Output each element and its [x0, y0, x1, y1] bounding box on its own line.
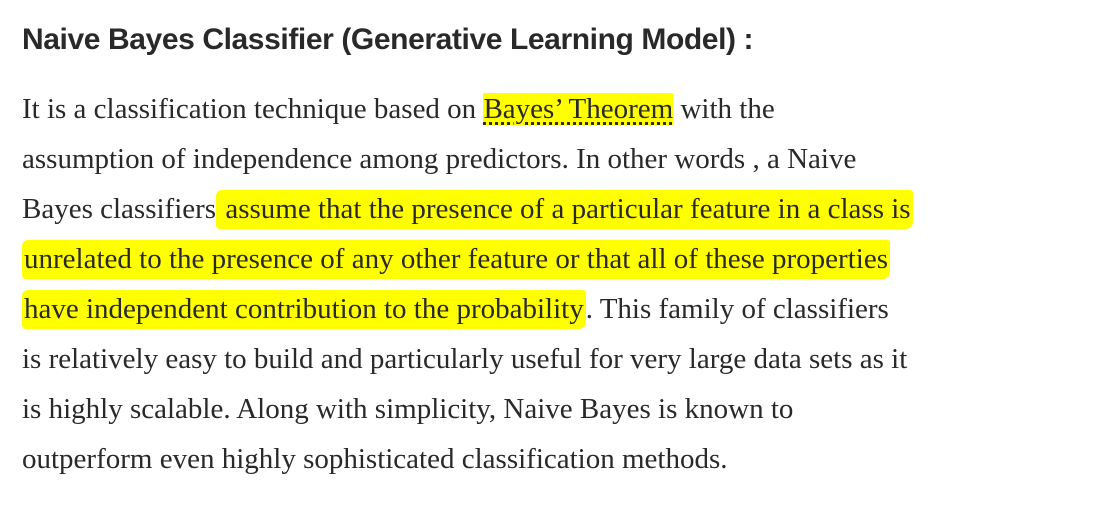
highlighted-text: unrelated to the presence of any other f…: [22, 240, 890, 279]
paragraph-line-4: unrelated to the presence of any other f…: [22, 234, 913, 284]
text-segment: . This family of classifiers: [585, 293, 889, 325]
paragraph-line-3: Bayes classifiers assume that the presen…: [22, 184, 913, 234]
paragraph-line-8: outperform even highly sophisticated cla…: [22, 443, 728, 475]
highlighted-text: assume that the presence of a particular…: [216, 190, 913, 229]
paragraph-line-6: is relatively easy to build and particul…: [22, 343, 908, 375]
text-segment: with the: [673, 93, 775, 125]
article: Naive Bayes Classifier (Generative Learn…: [22, 18, 1092, 475]
highlighted-text: have independent contribution to the pro…: [22, 290, 586, 329]
paragraph-line-7: is highly scalable. Along with simplicit…: [22, 393, 794, 425]
paragraph-line-2: assumption of independence among predict…: [22, 143, 857, 175]
text-segment: It is a classification technique based o…: [22, 93, 484, 125]
paragraph-line-1: It is a classification technique based o…: [22, 84, 913, 134]
section-heading: Naive Bayes Classifier (Generative Learn…: [22, 23, 754, 56]
text-segment: Bayes classifiers: [22, 193, 217, 225]
bayes-theorem-link[interactable]: Bayes’ Theorem: [483, 93, 674, 125]
body-paragraph: It is a classification technique based o…: [22, 84, 913, 484]
paragraph-line-5: have independent contribution to the pro…: [22, 284, 913, 334]
